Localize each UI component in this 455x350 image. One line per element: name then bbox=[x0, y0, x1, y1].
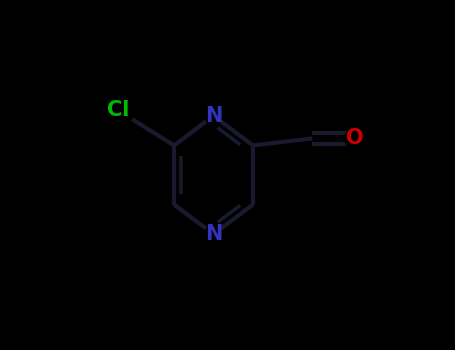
Text: O: O bbox=[346, 128, 363, 148]
Text: N: N bbox=[205, 106, 222, 126]
Text: Cl: Cl bbox=[107, 100, 129, 120]
Circle shape bbox=[103, 96, 133, 125]
Circle shape bbox=[205, 225, 222, 243]
Circle shape bbox=[344, 128, 364, 148]
Text: N: N bbox=[205, 224, 222, 244]
Circle shape bbox=[205, 107, 222, 125]
